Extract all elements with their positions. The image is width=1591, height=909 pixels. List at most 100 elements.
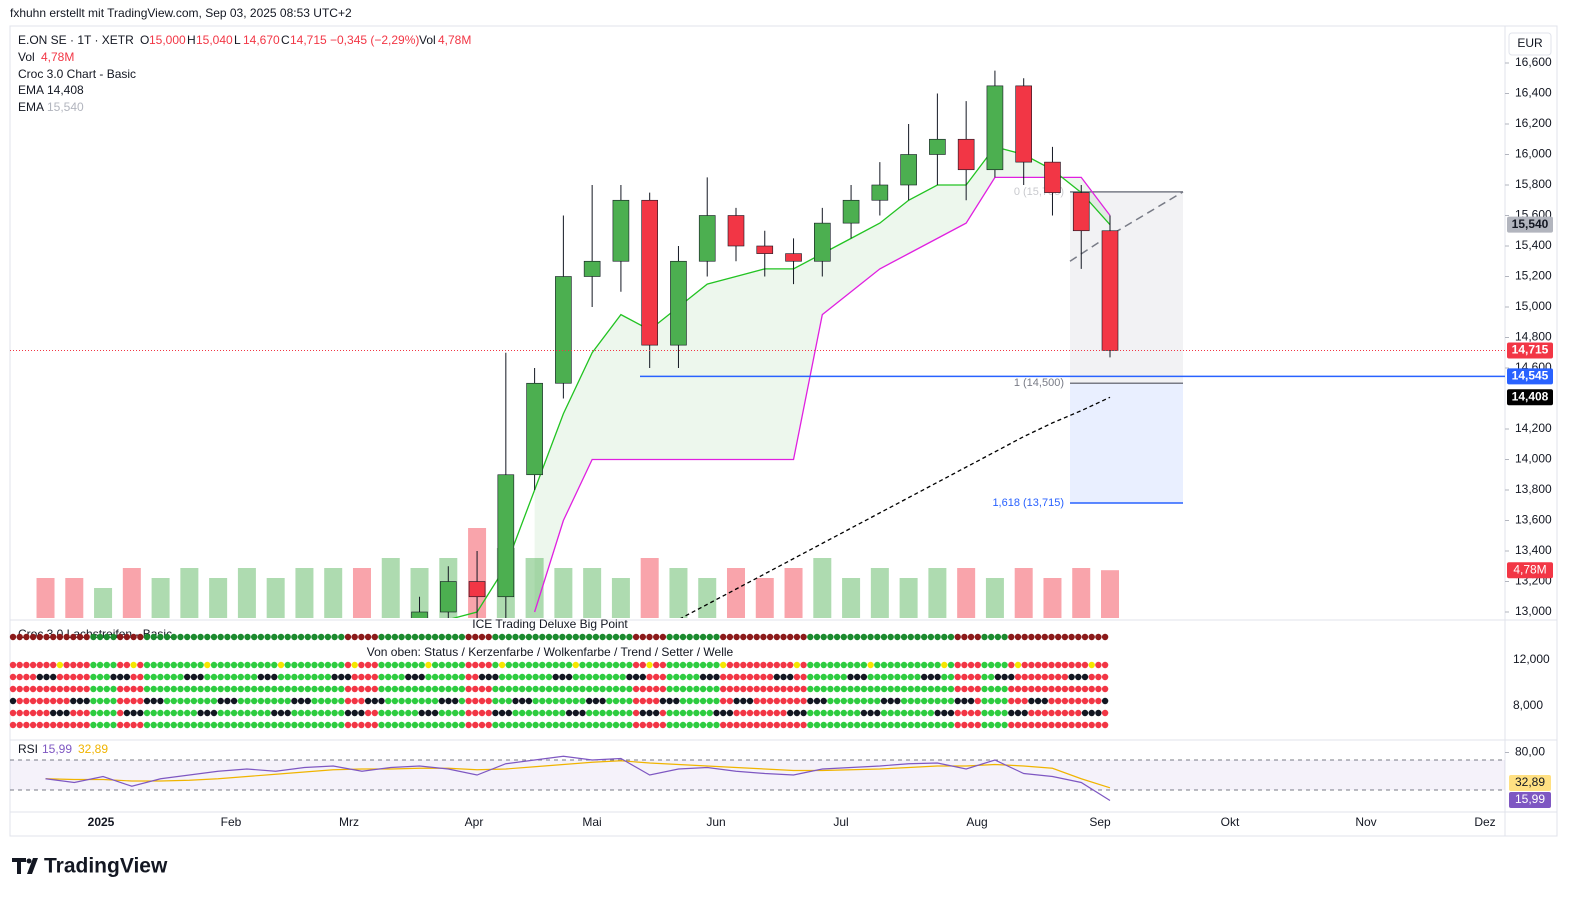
status-dot <box>150 697 157 705</box>
rsi-ma-badge-text: 32,89 <box>1515 775 1545 789</box>
status-dot <box>525 697 533 705</box>
status-dot <box>686 685 693 693</box>
status-dot <box>190 673 198 681</box>
status-dot <box>1075 697 1082 705</box>
status-dot <box>914 709 921 717</box>
status-dot <box>539 673 546 681</box>
status-dot <box>1008 685 1015 693</box>
status-dot <box>740 661 747 669</box>
status-dot <box>974 697 981 705</box>
status-dot <box>50 697 57 705</box>
status-dot <box>217 661 224 669</box>
status-dot <box>793 709 801 717</box>
status-dot <box>324 673 332 681</box>
currency[interactable]: EUR <box>1517 36 1543 50</box>
status-dot <box>1055 685 1062 693</box>
status-dot <box>445 697 452 705</box>
y-tick-label: 13,000 <box>1515 604 1552 618</box>
status-dot <box>264 673 271 681</box>
status-dot <box>679 661 687 669</box>
status-dot <box>552 685 559 693</box>
status-dot <box>70 673 77 681</box>
y-tick-label: 13,600 <box>1515 513 1552 527</box>
status-dot <box>351 661 358 669</box>
status-dot <box>1041 673 1049 681</box>
status-dot <box>599 673 606 681</box>
status-dot <box>1041 721 1049 729</box>
status-dot <box>840 709 847 717</box>
status-dot <box>1095 685 1102 693</box>
volume-bar <box>726 568 745 618</box>
status-dot <box>351 673 358 681</box>
volume-bar <box>410 568 429 618</box>
status-dot <box>385 721 392 729</box>
status-dot <box>63 685 70 693</box>
status-dot <box>291 709 298 717</box>
rsi-value: 15,99 <box>42 742 72 756</box>
candle-body <box>526 382 543 476</box>
status-dot <box>807 633 814 641</box>
status-dot <box>43 697 50 705</box>
status-dot <box>16 721 23 729</box>
status-dot <box>358 633 365 641</box>
volume-bar <box>1014 568 1033 618</box>
status-dot <box>425 685 432 693</box>
status-dot <box>1008 697 1015 705</box>
status-dot <box>251 673 258 681</box>
status-dot <box>184 633 191 641</box>
price-badge-text: 14,715 <box>1512 343 1549 357</box>
volume-bar <box>237 568 256 618</box>
status-dot <box>123 721 131 729</box>
status-dot <box>264 721 271 729</box>
status-dot <box>659 661 667 669</box>
status-dot <box>941 685 948 693</box>
status-dot <box>23 661 30 669</box>
status-dot <box>29 685 37 693</box>
currency-button[interactable] <box>1508 32 1552 56</box>
status-dot <box>76 697 84 705</box>
status-dot <box>746 721 754 729</box>
status-dot <box>445 673 452 681</box>
status-dot <box>257 709 265 717</box>
status-dot <box>50 685 57 693</box>
status-dot <box>787 673 794 681</box>
status-dot <box>793 673 801 681</box>
status-dot <box>854 697 861 705</box>
status-dot <box>364 709 372 717</box>
status-dot <box>807 697 814 705</box>
status-dot <box>505 697 512 705</box>
status-dot <box>103 721 111 729</box>
status-dot <box>438 685 445 693</box>
status-dot <box>190 661 198 669</box>
status-dot <box>639 709 646 717</box>
status-dot <box>840 633 847 641</box>
status-dot <box>874 721 881 729</box>
status-dot <box>230 673 238 681</box>
status-dot <box>713 697 720 705</box>
status-dot <box>498 709 506 717</box>
candle-body <box>670 260 687 346</box>
status-dot <box>907 721 914 729</box>
status-dot <box>572 721 579 729</box>
status-dot <box>907 673 914 681</box>
status-dot <box>941 697 948 705</box>
status-dot <box>760 661 767 669</box>
status-dot <box>820 673 827 681</box>
status-dot <box>157 697 164 705</box>
status-dot <box>1001 685 1008 693</box>
status-dot <box>311 685 318 693</box>
status-dot <box>385 661 392 669</box>
status-dot <box>934 721 941 729</box>
status-dot <box>900 661 908 669</box>
status-dot <box>103 685 111 693</box>
status-dot <box>43 685 50 693</box>
status-dot <box>860 721 868 729</box>
status-dot <box>291 633 298 641</box>
vol-value: 4,78M <box>438 33 471 47</box>
status-dot <box>1068 721 1075 729</box>
status-dot <box>170 709 177 717</box>
candle-body <box>583 260 601 277</box>
status-dot <box>371 721 378 729</box>
status-dot <box>699 721 707 729</box>
status-dot <box>184 685 191 693</box>
